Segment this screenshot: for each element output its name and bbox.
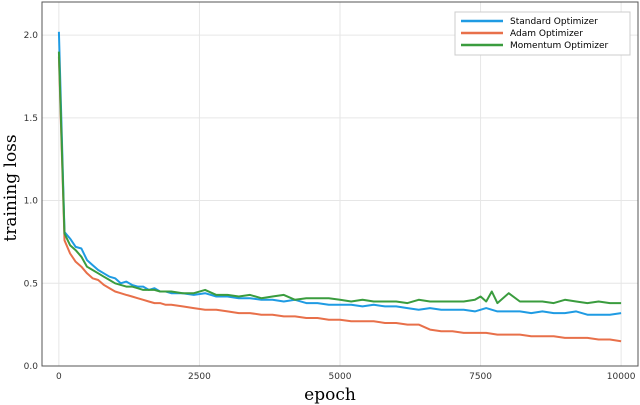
y-axis-title: training loss bbox=[1, 134, 21, 241]
legend-label-standard: Standard Optimizer bbox=[510, 17, 598, 27]
y-tick-label: 1.5 bbox=[24, 114, 38, 124]
y-tick-label: 0.5 bbox=[24, 279, 38, 289]
legend: Standard Optimizer Adam Optimizer Moment… bbox=[454, 11, 631, 56]
plot-frame bbox=[41, 1, 639, 367]
legend-label-momentum: Momentum Optimizer bbox=[510, 41, 608, 51]
series-line-standard bbox=[57, 31, 622, 316]
series-lines bbox=[57, 31, 622, 343]
series-line-momentum bbox=[57, 51, 622, 305]
legend-label-adam: Adam Optimizer bbox=[510, 29, 583, 39]
y-tick-label: 1.0 bbox=[24, 197, 39, 207]
series-line-adam bbox=[57, 56, 622, 343]
y-tick-labels: 0.0 0.5 1.0 1.5 2.0 bbox=[24, 31, 39, 372]
x-tick-label: 0 bbox=[56, 372, 62, 382]
x-axis-title: epoch bbox=[304, 385, 356, 405]
x-tick-label: 5000 bbox=[329, 372, 352, 382]
x-tick-label: 2500 bbox=[188, 372, 211, 382]
x-tick-label: 10000 bbox=[607, 372, 636, 382]
x-tick-label: 7500 bbox=[469, 372, 492, 382]
x-tick-labels: 0 2500 5000 7500 10000 bbox=[56, 372, 636, 382]
y-tick-label: 2.0 bbox=[24, 31, 39, 41]
y-tick-label: 0.0 bbox=[24, 362, 39, 372]
